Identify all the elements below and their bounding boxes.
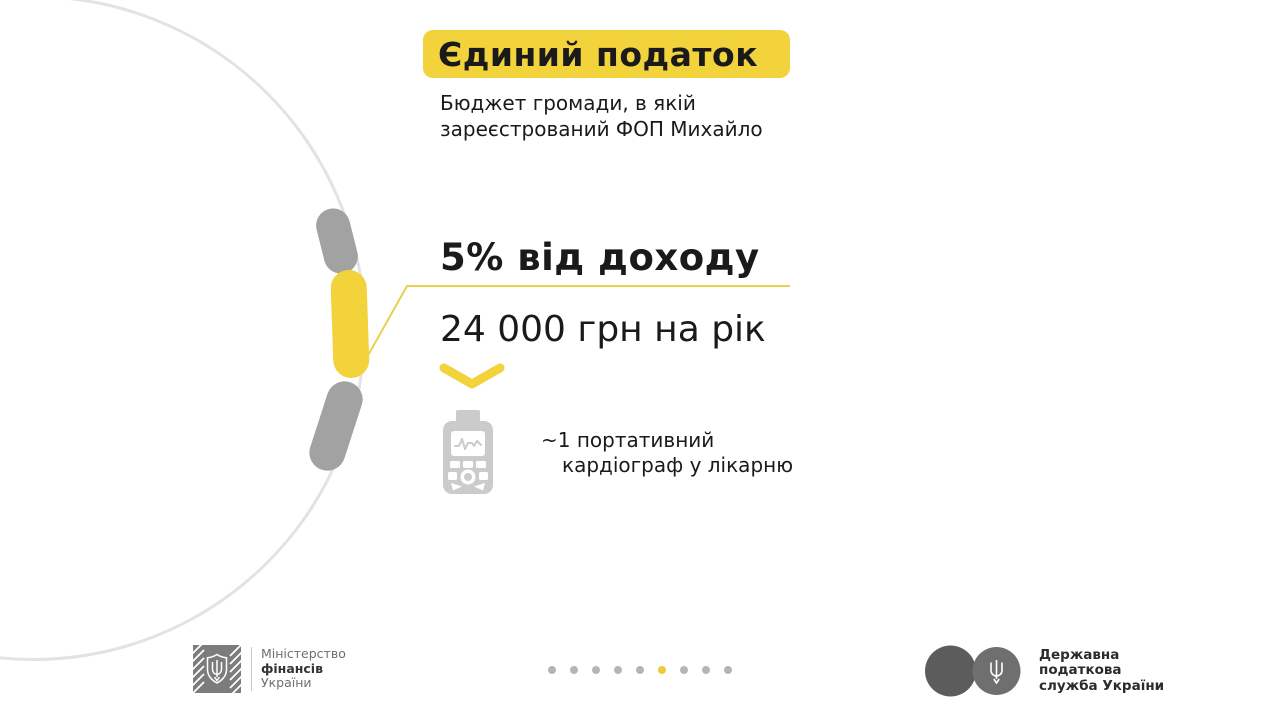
chevron-down-icon xyxy=(439,363,505,389)
budget-ring xyxy=(0,0,366,661)
pagination-dot[interactable] xyxy=(658,666,666,674)
pagination-dot[interactable] xyxy=(724,666,732,674)
benefit-line: кардіограф у лікарню xyxy=(562,453,794,477)
trident-icon xyxy=(211,660,223,682)
logo-divider xyxy=(251,647,252,691)
ministry-name-line: Міністерство xyxy=(261,646,346,662)
tax-service-name-line: Державна xyxy=(1039,646,1120,663)
benefit-text: ~1 портативний кардіограф у лікарню xyxy=(541,428,793,478)
title-badge: Єдиний податок xyxy=(423,30,790,78)
subtitle-line: зареєстрований ФОП Михайло xyxy=(440,117,763,141)
pagination-dot[interactable] xyxy=(592,666,600,674)
pagination-dot[interactable] xyxy=(614,666,622,674)
subtitle: Бюджет громади, в якій зареєстрований ФО… xyxy=(440,90,763,142)
pagination-dot[interactable] xyxy=(702,666,710,674)
cardiograph-icon xyxy=(443,410,493,494)
ministry-name-line: фінансів xyxy=(261,660,323,676)
tax-service-name-line: податкова xyxy=(1039,662,1122,679)
ring-segment-active xyxy=(330,269,370,379)
subtitle-line: Бюджет громади, в якій xyxy=(440,91,696,115)
page-title: Єдиний податок xyxy=(438,34,759,74)
tax-service-name-line: служба України xyxy=(1039,677,1165,694)
state-tax-service-emblem-icon xyxy=(925,645,1021,697)
amount-text: 24 000 грн на рік xyxy=(440,309,766,350)
pagination-dot[interactable] xyxy=(680,666,688,674)
tax-rate-text: 5% від доходу xyxy=(440,236,760,279)
benefit-line: ~1 портативний xyxy=(541,428,715,452)
pagination-dots xyxy=(548,666,732,674)
ministry-name-line: України xyxy=(261,675,312,691)
ministry-of-finance-emblem-icon xyxy=(193,645,241,693)
pagination-dot[interactable] xyxy=(548,666,556,674)
ministry-of-finance-logo: Міністерство фінансів України xyxy=(193,645,346,693)
pagination-dot[interactable] xyxy=(636,666,644,674)
pagination-dot[interactable] xyxy=(570,666,578,674)
tax-service-logo: Державна податкова служба України xyxy=(925,645,1164,697)
trident-icon xyxy=(990,660,1003,685)
